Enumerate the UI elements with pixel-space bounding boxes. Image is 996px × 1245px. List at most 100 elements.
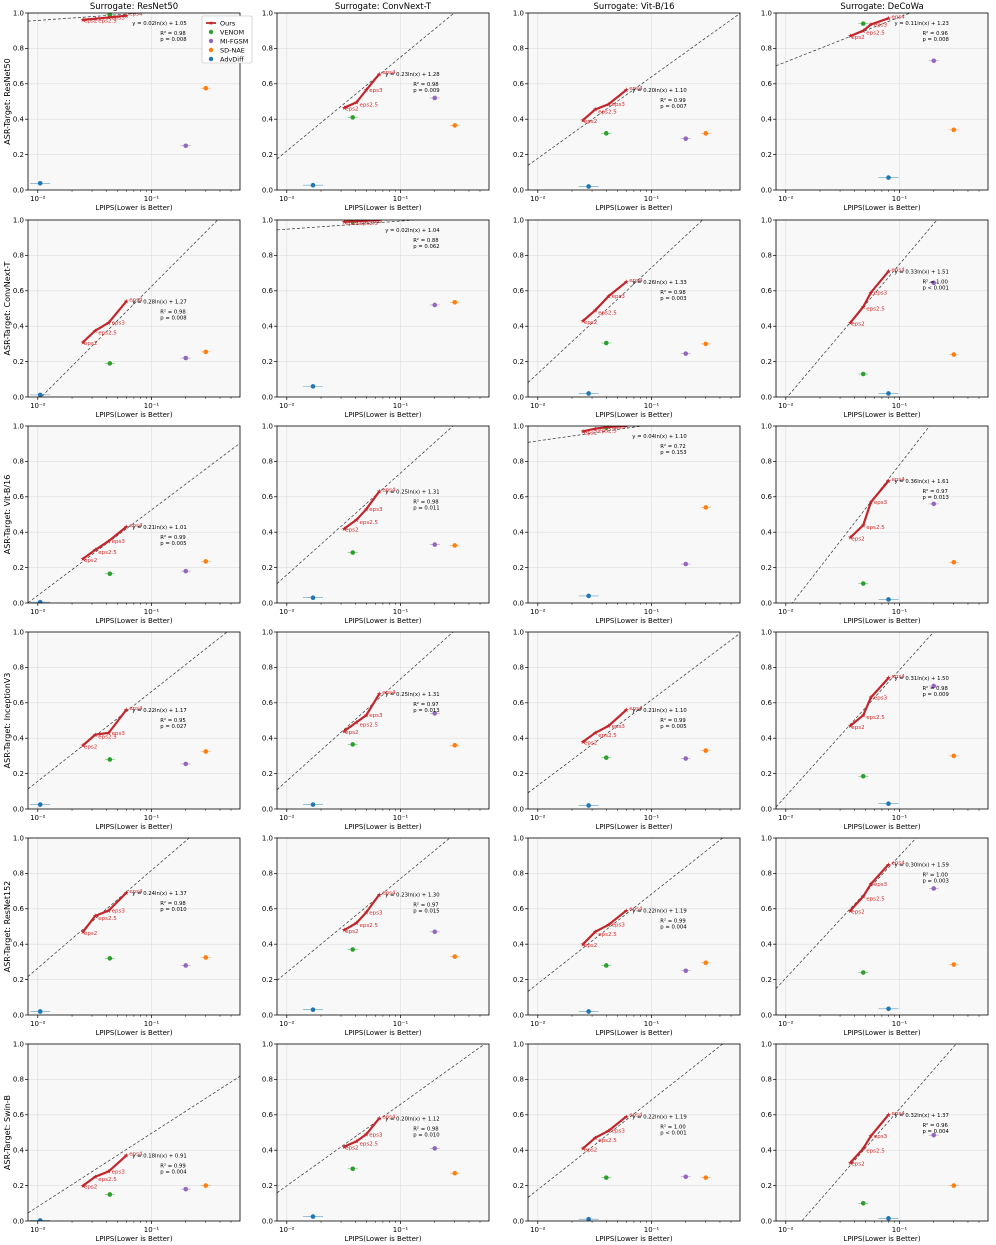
x-tick-label: 10⁻²: [30, 195, 46, 203]
y-tick-label: 1.0: [13, 422, 24, 430]
x-tick-label: 10⁻¹: [393, 402, 409, 410]
marker-mi-fgsm: [432, 1146, 438, 1151]
ours-star: ★: [886, 674, 892, 682]
eps-label: eps3: [874, 882, 888, 888]
fit-line: [277, 220, 421, 231]
eps-label: eps2: [84, 931, 97, 937]
fit-p: p = 0.005: [660, 724, 686, 730]
y-tick-label: 1.0: [761, 834, 772, 842]
marker-advdiff: [37, 1009, 43, 1014]
fit-line: [277, 13, 455, 160]
marker-mi-fgsm: [432, 929, 438, 935]
marker-venom: [860, 1201, 866, 1206]
ours-star: ★: [92, 1173, 98, 1181]
ours-star: ★: [92, 546, 98, 554]
fit-r2: R² = 0.98: [922, 685, 948, 692]
x-tick-label: 10⁻¹: [393, 1020, 409, 1028]
fit-line: [776, 13, 911, 67]
y-tick-label: 1.0: [13, 1040, 24, 1048]
ours-star: ★: [886, 477, 892, 485]
ours-star: ★: [580, 1145, 586, 1153]
y-tick-label: 0.8: [13, 458, 24, 466]
marker-sd-nae: [703, 960, 709, 966]
ours-star: ★: [123, 1152, 129, 1160]
marker-mi-fgsm: [931, 501, 937, 507]
ours-star: ★: [886, 861, 892, 869]
ours-star: ★: [606, 722, 612, 730]
y-tick-label: 0.0: [262, 186, 273, 194]
eps-label: eps4: [129, 12, 143, 18]
marker-advdiff: [310, 182, 316, 188]
legend-marker: [208, 38, 214, 44]
fit-equation: y = 0.24ln(x) + 1.37: [132, 891, 186, 897]
plot-background: [776, 1044, 988, 1221]
y-tick-label: 0.2: [262, 564, 273, 572]
marker-venom: [860, 371, 866, 377]
y-tick-label: 0.4: [13, 941, 25, 949]
eps-label: eps2.5: [598, 310, 617, 316]
fit-equation: y = 0.25ln(x) + 1.31: [385, 692, 439, 698]
y-tick-label: 0.8: [513, 252, 524, 260]
eps-label: eps2.5: [359, 722, 378, 728]
y-tick-label: 0.4: [761, 116, 773, 124]
eps-label: eps4: [891, 674, 905, 680]
ours-line: [849, 480, 890, 539]
y-tick-label: 1.0: [513, 216, 524, 224]
y-tick-label: 0.0: [761, 393, 772, 401]
marker-venom: [860, 581, 866, 586]
x-tick-label: 10⁻²: [778, 195, 794, 203]
x-tick-label: 10⁻¹: [892, 1226, 908, 1234]
eps-label: eps2.5: [598, 109, 617, 115]
plot-background: [28, 632, 240, 809]
marker-advdiff: [310, 802, 316, 807]
ours-star: ★: [376, 488, 382, 496]
fit-p: p = 0.004: [160, 1170, 187, 1176]
eps-label: eps3: [612, 425, 626, 431]
x-axis-label: LPIPS(Lower is Better): [595, 204, 672, 212]
x-tick-label: 10⁻¹: [644, 1226, 660, 1234]
ours-star: ★: [354, 718, 360, 726]
y-tick-label: 0.2: [262, 770, 273, 778]
y-tick-label: 0.4: [13, 1147, 25, 1155]
eps-label: eps4: [629, 278, 643, 284]
y-tick-label: 0.6: [761, 287, 773, 295]
y-tick-label: 0.6: [13, 287, 25, 295]
eps-label: eps3: [612, 294, 626, 300]
ours-star: ★: [80, 16, 86, 24]
y-tick-label: 0.2: [262, 358, 273, 366]
ours-star: ★: [363, 86, 369, 94]
ours-star: ★: [123, 889, 129, 897]
x-tick-label: 10⁻²: [279, 195, 295, 203]
x-tick-label: 10⁻¹: [644, 814, 660, 822]
eps-label: eps3: [874, 500, 888, 506]
marker-venom: [350, 947, 356, 952]
y-tick-label: 0.8: [262, 664, 273, 672]
plot-background: [28, 838, 240, 1015]
y-tick-label: 0.4: [513, 116, 525, 124]
marker-mi-fgsm: [183, 761, 189, 767]
y-tick-label: 0.6: [513, 80, 525, 88]
eps-label: eps2: [851, 35, 864, 41]
y-tick-label: 0.6: [513, 493, 525, 501]
fit-p: p = 0.062: [413, 244, 439, 250]
marker-sd-nae: [951, 352, 957, 357]
fit-equation: y = 0.11ln(x) + 1.23: [894, 21, 948, 27]
ours-star: ★: [592, 106, 598, 114]
y-tick-label: 0.4: [513, 529, 525, 537]
eps-label: eps2: [584, 320, 597, 326]
eps-label: eps2.5: [866, 715, 885, 721]
marker-advdiff: [37, 180, 43, 186]
x-tick-label: 10⁻²: [530, 814, 546, 822]
ours-star: ★: [606, 423, 612, 431]
eps-label: eps2: [84, 558, 97, 564]
marker-advdiff: [586, 391, 591, 396]
y-tick-label: 0.2: [13, 151, 24, 159]
eps-label: eps4: [382, 487, 396, 493]
fit-line: [801, 1044, 957, 1221]
y-tick-label: 0.6: [262, 905, 274, 913]
eps-label: eps3: [369, 1132, 383, 1138]
